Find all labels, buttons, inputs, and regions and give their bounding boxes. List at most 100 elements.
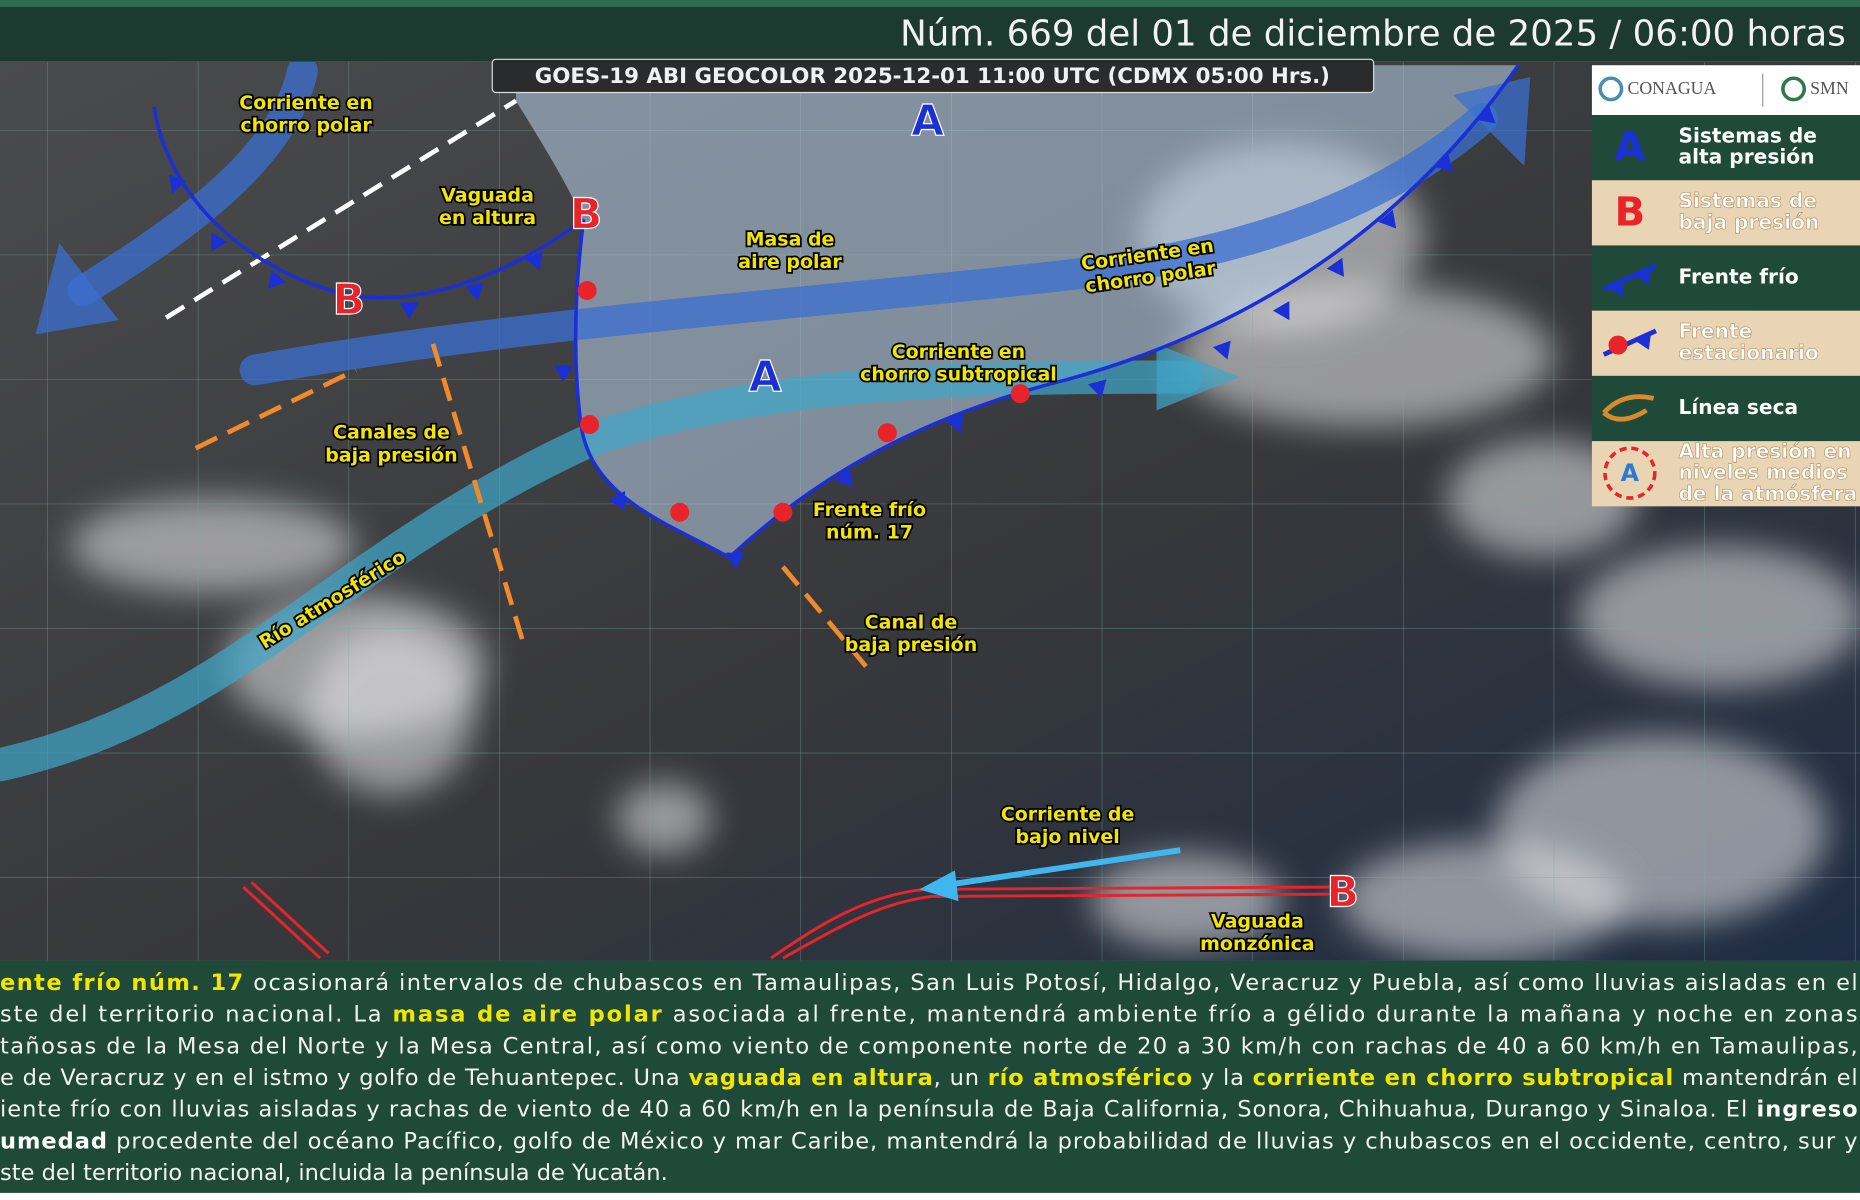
map-label: Masa de aire polar (738, 228, 842, 273)
legend-mid-high-icon (1603, 446, 1657, 500)
pressure-letter: B (570, 190, 603, 240)
bulletin-text: mantendrán el (1674, 1064, 1858, 1090)
legend-front-icon (1634, 266, 1652, 285)
logo-mark (1781, 76, 1807, 102)
low-pressure-trough (781, 565, 868, 668)
map-label-line: bajo nivel (1015, 826, 1119, 848)
map-label: Frente frío núm. 17 (813, 499, 926, 544)
front-triangle (945, 414, 964, 433)
logo-text: CONAGUA (1628, 78, 1717, 98)
legend-label-line: Línea seca (1679, 394, 1799, 418)
legend-logos-bg (1591, 65, 1860, 116)
legend-label: Frente estacionario (1679, 319, 1819, 364)
front-semicircle (773, 502, 793, 522)
legend-label-line: alta presión (1679, 144, 1815, 168)
bulletin-highlight: ingreso (1756, 1096, 1857, 1122)
bulletin-line: iente frío con lluvias aisladas y rachas… (0, 1096, 1858, 1122)
front-triangle (211, 232, 228, 252)
jet-stream (67, 55, 318, 306)
map-label-line: Vaguada (1211, 910, 1304, 932)
bulletin-highlight: río atmosférico (988, 1064, 1192, 1090)
logo-text: SMN (1810, 78, 1849, 98)
legend-label: Alta presión en niveles medios de la atmós… (1679, 438, 1858, 505)
pressure-letter: A (749, 352, 782, 402)
front-triangle (1088, 379, 1107, 398)
map-label-line: Corriente en (892, 341, 1025, 363)
bulletin-text: e de Veracruz y en el istmo y golfo de T… (0, 1064, 688, 1090)
map-label: Canal de baja presión (845, 611, 977, 656)
bulletin-highlight: masa de aire polar (393, 1001, 663, 1027)
legend-label: Frente frío (1679, 264, 1799, 288)
bulletin-highlight: ente frío núm. 17 (0, 970, 243, 996)
front-semicircle (1010, 384, 1030, 404)
map-label-line: Masa de (746, 228, 835, 250)
front-triangle (1434, 153, 1454, 172)
bulletin-line: tañosas de la Mesa del Norte y la Mesa C… (0, 1033, 1858, 1059)
satellite-label-box (491, 58, 1375, 94)
legend: CONAGUA SMN A Sistemas de alta presión B Siste… (1591, 65, 1860, 507)
front-triangle (608, 490, 626, 511)
map-label-line: Canales de (333, 422, 450, 444)
cloud (71, 498, 356, 593)
bulletin-text: y la (1193, 1064, 1252, 1090)
monsoon-trough (770, 885, 1341, 960)
map-label-line: chorro polar (240, 115, 372, 137)
legend-label-line: niveles medios (1679, 460, 1849, 484)
front-semicircle (580, 415, 600, 434)
legend-label-line: estacionario (1679, 340, 1819, 364)
monsoon-trough (250, 881, 330, 955)
jet-stream-head (35, 243, 119, 335)
front-triangle (268, 270, 287, 290)
front-semicircle (670, 502, 690, 522)
header-title: Núm. 669 del 01 de diciembre de 2025 / 0… (900, 14, 1846, 55)
legend-label-line: baja presión (1679, 209, 1820, 233)
legend-label: Línea seca (1679, 394, 1799, 418)
legend-row (1591, 310, 1860, 376)
map-label-line: aire polar (738, 251, 842, 273)
map-label-line: Canal de (865, 611, 958, 633)
legend-symbol: B (1615, 189, 1646, 236)
legend-front-icon (1606, 278, 1623, 297)
cloud (1577, 545, 1860, 688)
legend-symbol: A (1614, 123, 1645, 170)
pressure-letter: B (332, 275, 365, 325)
monsoon-trough (782, 892, 1341, 960)
bulletin-highlight: corriente en chorro subtropical (1253, 1064, 1674, 1090)
legend-front-icon (1634, 332, 1652, 350)
bulletin: ente frío núm. 17 ocasionará intervalos … (0, 970, 1858, 1186)
jet-stream (239, 103, 1499, 386)
legend-label: Sistemas de baja presión (1679, 188, 1820, 233)
low-level-jet-head (919, 870, 959, 902)
front-triangle (1212, 340, 1231, 360)
front-triangle (1272, 301, 1290, 321)
legend-row (1591, 245, 1860, 311)
polar-air-mass (516, 65, 1519, 558)
cloud (1447, 438, 1637, 558)
legend-label-line: de la atmósfera (1679, 481, 1858, 505)
bulletin-line: ente frío núm. 17 ocasionará intervalos … (0, 970, 1858, 996)
front-triangle (524, 251, 543, 271)
monsoon-trough (242, 885, 322, 960)
bulletin-highlight: umedad (0, 1128, 107, 1154)
front-triangle (399, 302, 419, 319)
legend-front-icon (1608, 335, 1628, 355)
map-label-line: chorro subtropical (860, 364, 1057, 386)
legend-label-line: Sistemas de (1679, 123, 1817, 147)
legend-row (1591, 441, 1860, 507)
bulletin-text: procedente del océano Pacífico, golfo de… (108, 1128, 1858, 1154)
map-label-line: baja presión (845, 634, 977, 656)
map-label-line: núm. 17 (826, 521, 913, 543)
bulletin-text: tañosas de la Mesa del Norte y la Mesa C… (0, 1033, 1858, 1059)
map-label: Vaguada monzónica (1200, 910, 1314, 955)
front-semicircle (877, 423, 897, 443)
jet-stream (0, 360, 1203, 782)
header-strip (0, 0, 1860, 8)
legend-symbol: A (1621, 459, 1640, 487)
bulletin-line: e de Veracruz y en el istmo y golfo de T… (0, 1064, 1858, 1090)
map-label: Corriente en chorro subtropical (860, 341, 1057, 386)
front-triangle (1476, 105, 1496, 124)
bulletin-text: ste del territorio nacional, incluida la… (0, 1159, 668, 1185)
